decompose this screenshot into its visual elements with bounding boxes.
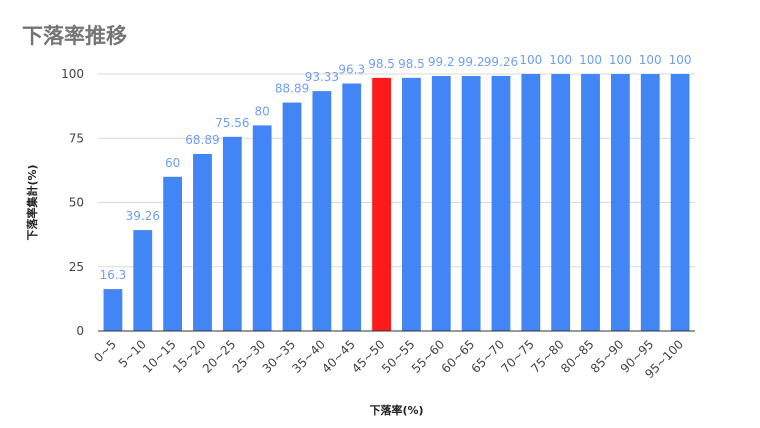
bar	[581, 74, 600, 331]
bar	[551, 74, 571, 331]
bar	[670, 74, 690, 331]
y-tick-label: 25	[69, 260, 84, 274]
data-label: 93.33	[305, 70, 339, 84]
data-label: 88.89	[275, 82, 309, 96]
data-label: 100	[519, 53, 542, 67]
bar	[193, 153, 212, 331]
data-label: 100	[579, 53, 602, 67]
bar	[342, 83, 362, 331]
x-axis-title: 下落率(%)	[369, 403, 423, 417]
bar	[431, 76, 451, 331]
bar	[222, 136, 242, 331]
bar	[640, 74, 660, 331]
y-tick-label: 100	[61, 67, 84, 81]
bar	[402, 77, 421, 331]
data-label: 75.56	[215, 116, 249, 130]
data-label: 68.89	[185, 133, 219, 147]
y-tick-label: 50	[69, 196, 84, 210]
bar	[491, 75, 511, 332]
bar	[103, 289, 123, 331]
data-label: 99.26	[484, 55, 518, 69]
data-label: 100	[609, 53, 632, 67]
bar	[163, 176, 183, 331]
bar	[372, 77, 391, 331]
bars	[103, 74, 690, 332]
bar	[252, 125, 272, 332]
y-axis-title: 下落率集計(%)	[25, 164, 39, 240]
chart-title: 下落率推移	[22, 24, 127, 48]
bar	[312, 91, 332, 331]
bar	[521, 74, 541, 331]
data-label: 96.3	[338, 63, 365, 77]
y-tick-label: 0	[76, 324, 84, 338]
grid-lines	[98, 73, 695, 268]
bar	[133, 230, 153, 331]
data-label: 98.5	[398, 57, 425, 71]
data-label: 100	[669, 53, 692, 67]
bar	[461, 76, 481, 331]
data-label: 39.26	[126, 209, 160, 223]
y-tick-labels: 0 25 50 75 100	[61, 67, 84, 338]
bar	[610, 74, 630, 331]
x-tick-labels: 0~55~1010~1515~2020~2525~3030~3535~4040~…	[91, 337, 686, 381]
data-label: 80	[255, 104, 270, 118]
data-label: 100	[549, 53, 572, 67]
data-label: 98.5	[368, 57, 395, 71]
data-label: 60	[165, 156, 180, 170]
data-label: 16.3	[100, 268, 127, 282]
data-label: 99.2	[458, 55, 485, 69]
bar	[282, 102, 302, 331]
data-label: 99.2	[428, 55, 455, 69]
y-tick-label: 75	[69, 131, 84, 145]
data-label: 100	[639, 53, 662, 67]
